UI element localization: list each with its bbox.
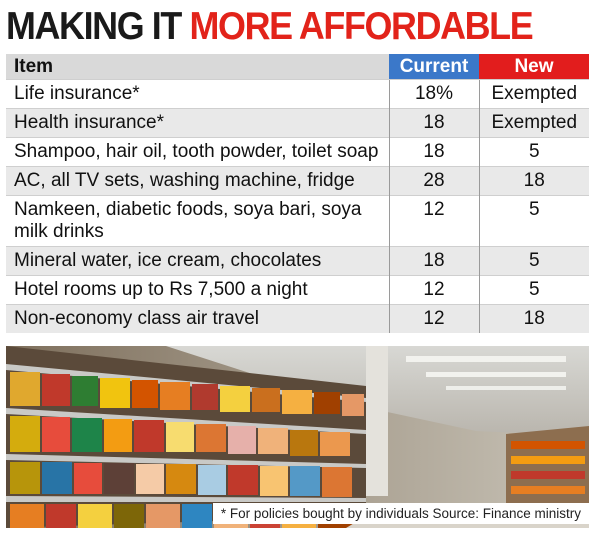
table-row: Health insurance* 18 Exempted bbox=[6, 108, 589, 138]
footnote: * For policies bought by individuals Sou… bbox=[212, 503, 589, 524]
item-cell: Mineral water, ice cream, chocolates bbox=[6, 246, 389, 276]
table-row: AC, all TV sets, washing machine, fridge… bbox=[6, 166, 589, 196]
item-cell: Namkeen, diabetic foods, soya bari, soya… bbox=[6, 195, 389, 247]
item-column-header: Item bbox=[6, 54, 389, 80]
item-cell: Health insurance* bbox=[6, 108, 389, 138]
headline: MAKING IT MORE AFFORDABLE bbox=[6, 4, 534, 50]
current-rate-cell: 18 bbox=[388, 137, 479, 167]
supermarket-aisle-photo: * For policies bought by individuals Sou… bbox=[6, 346, 589, 528]
new-column-header: New bbox=[479, 54, 589, 80]
item-cell: AC, all TV sets, washing machine, fridge bbox=[6, 166, 389, 196]
current-rate-cell: 18% bbox=[388, 79, 479, 109]
table-row: Namkeen, diabetic foods, soya bari, soya… bbox=[6, 195, 589, 247]
new-rate-cell: 5 bbox=[478, 246, 589, 276]
item-cell: Hotel rooms up to Rs 7,500 a night bbox=[6, 275, 389, 305]
item-cell: Life insurance* bbox=[6, 79, 389, 109]
supermarket-aisle-illustration bbox=[6, 346, 589, 528]
table-row: Mineral water, ice cream, chocolates 18 … bbox=[6, 246, 589, 276]
headline-part-red: MORE AFFORDABLE bbox=[189, 5, 534, 48]
new-rate-cell: 5 bbox=[478, 195, 589, 247]
table-row: Shampoo, hair oil, tooth powder, toilet … bbox=[6, 137, 589, 167]
new-rate-cell: 5 bbox=[478, 137, 589, 167]
current-rate-cell: 12 bbox=[388, 195, 479, 247]
table-header-row: Item Current New bbox=[6, 54, 589, 80]
item-cell: Non-economy class air travel bbox=[6, 304, 389, 333]
current-rate-cell: 28 bbox=[388, 166, 479, 196]
headline-part-black: MAKING IT bbox=[6, 5, 190, 48]
item-cell: Shampoo, hair oil, tooth powder, toilet … bbox=[6, 137, 389, 167]
new-rate-cell: Exempted bbox=[478, 79, 589, 109]
current-rate-cell: 18 bbox=[388, 108, 479, 138]
current-rate-cell: 18 bbox=[388, 246, 479, 276]
gst-rate-table: Item Current New Life insurance* 18% Exe… bbox=[6, 54, 589, 333]
current-rate-cell: 12 bbox=[388, 304, 479, 333]
current-column-header: Current bbox=[389, 54, 479, 80]
new-rate-cell: 5 bbox=[478, 275, 589, 305]
new-rate-cell: 18 bbox=[478, 166, 589, 196]
new-rate-cell: Exempted bbox=[478, 108, 589, 138]
new-rate-cell: 18 bbox=[478, 304, 589, 333]
current-rate-cell: 12 bbox=[388, 275, 479, 305]
table-row: Hotel rooms up to Rs 7,500 a night 12 5 bbox=[6, 275, 589, 305]
table-row: Life insurance* 18% Exempted bbox=[6, 79, 589, 109]
table-row: Non-economy class air travel 12 18 bbox=[6, 304, 589, 333]
